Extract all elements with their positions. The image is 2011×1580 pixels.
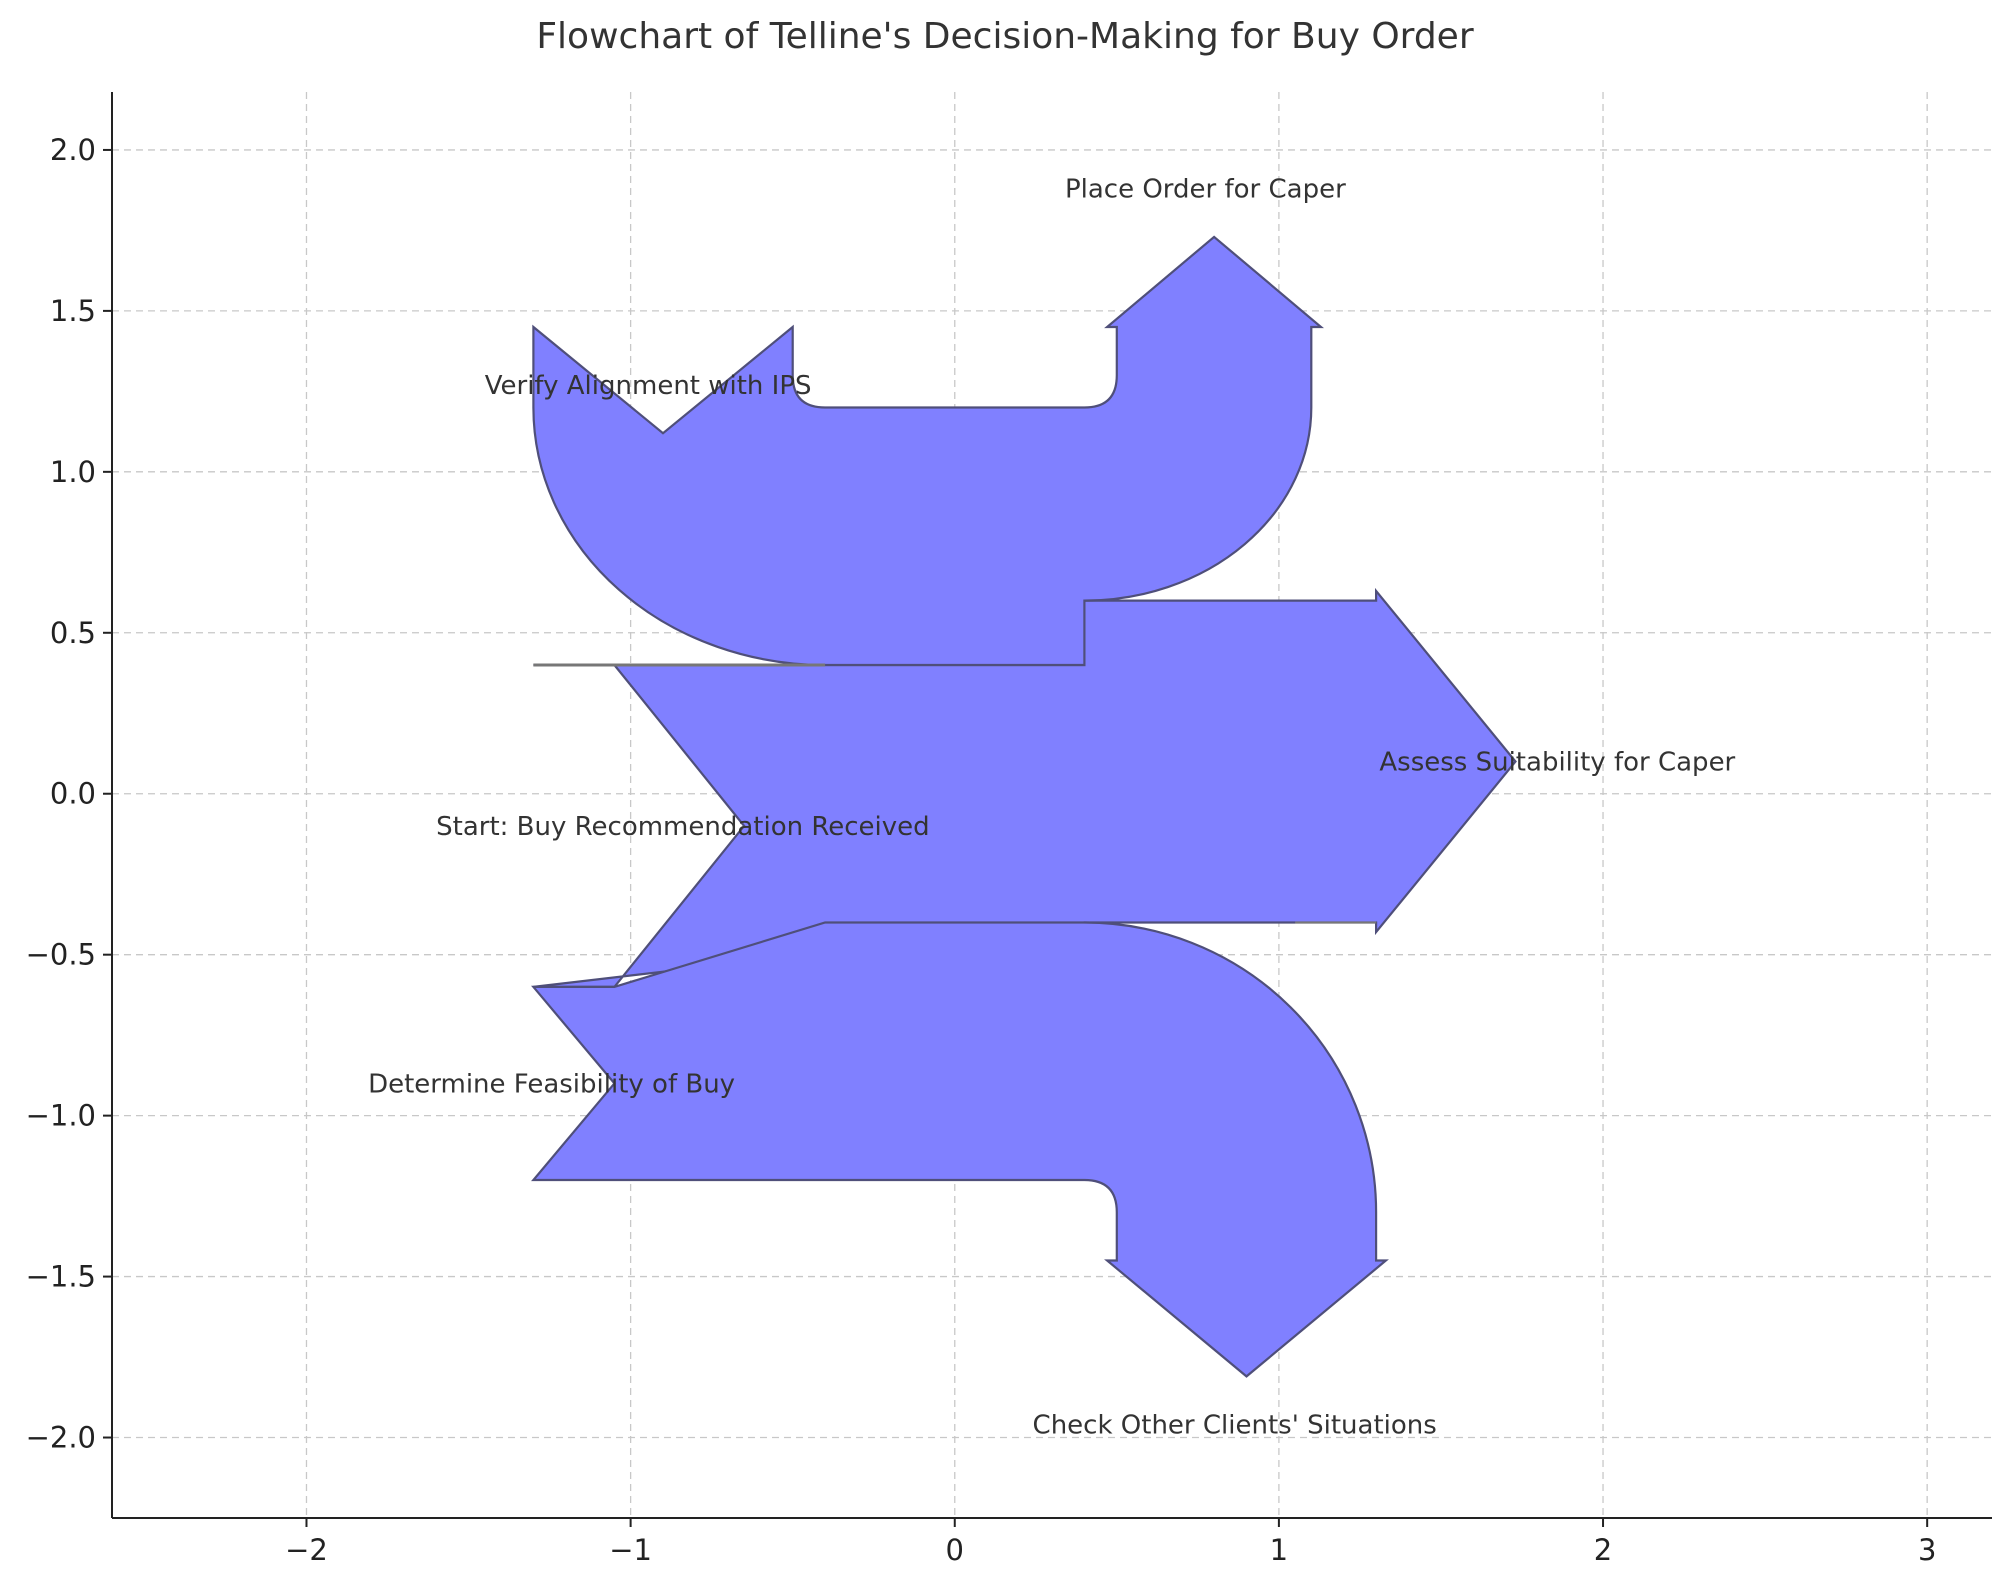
flow-arrow-down [531, 921, 1389, 1378]
node-label-determine: Determine Feasibility of Buy [368, 1069, 735, 1099]
node-label-assess: Assess Suitability for Caper [1379, 748, 1735, 778]
x-tick-label: −2 [285, 1533, 328, 1567]
axes [111, 92, 1992, 1519]
tick-marks: −2 −1 0 1 2 3 2.0 1.5 1.0 0.5 0.0 −0.5 −1.0 −1.5 −2.0 [26, 133, 1937, 1567]
x-tick-label: 3 [1918, 1533, 1936, 1567]
x-tick-label: 2 [1594, 1533, 1612, 1567]
node-labels: Start: Buy Recommendation Received Verify… [368, 175, 1735, 1441]
y-tick-label: 0.5 [50, 616, 96, 650]
flow-arrow-up [532, 235, 1325, 667]
y-tick-label: 1.5 [50, 294, 96, 328]
x-tick-label: −1 [609, 1533, 652, 1567]
flow-arrow-main-right [533, 587, 1517, 988]
flow-arrows [531, 235, 1517, 1378]
node-label-check: Check Other Clients' Situations [1033, 1411, 1437, 1441]
node-label-verify: Verify Alignment with IPS [485, 371, 812, 401]
node-label-start: Start: Buy Recommendation Received [436, 812, 930, 842]
x-tick-label: 0 [946, 1533, 964, 1567]
y-tick-label: 1.0 [50, 455, 96, 489]
y-tick-label: −1.5 [26, 1260, 96, 1294]
y-tick-label: −2.0 [26, 1421, 96, 1455]
y-tick-label: 0.0 [50, 777, 96, 811]
y-tick-label: 2.0 [50, 133, 96, 167]
chart-title: Flowchart of Telline's Decision-Making f… [536, 16, 1473, 57]
node-label-place: Place Order for Caper [1065, 175, 1346, 205]
y-tick-label: −1.0 [26, 1099, 96, 1133]
y-tick-label: −0.5 [26, 938, 96, 972]
x-tick-label: 1 [1270, 1533, 1288, 1567]
